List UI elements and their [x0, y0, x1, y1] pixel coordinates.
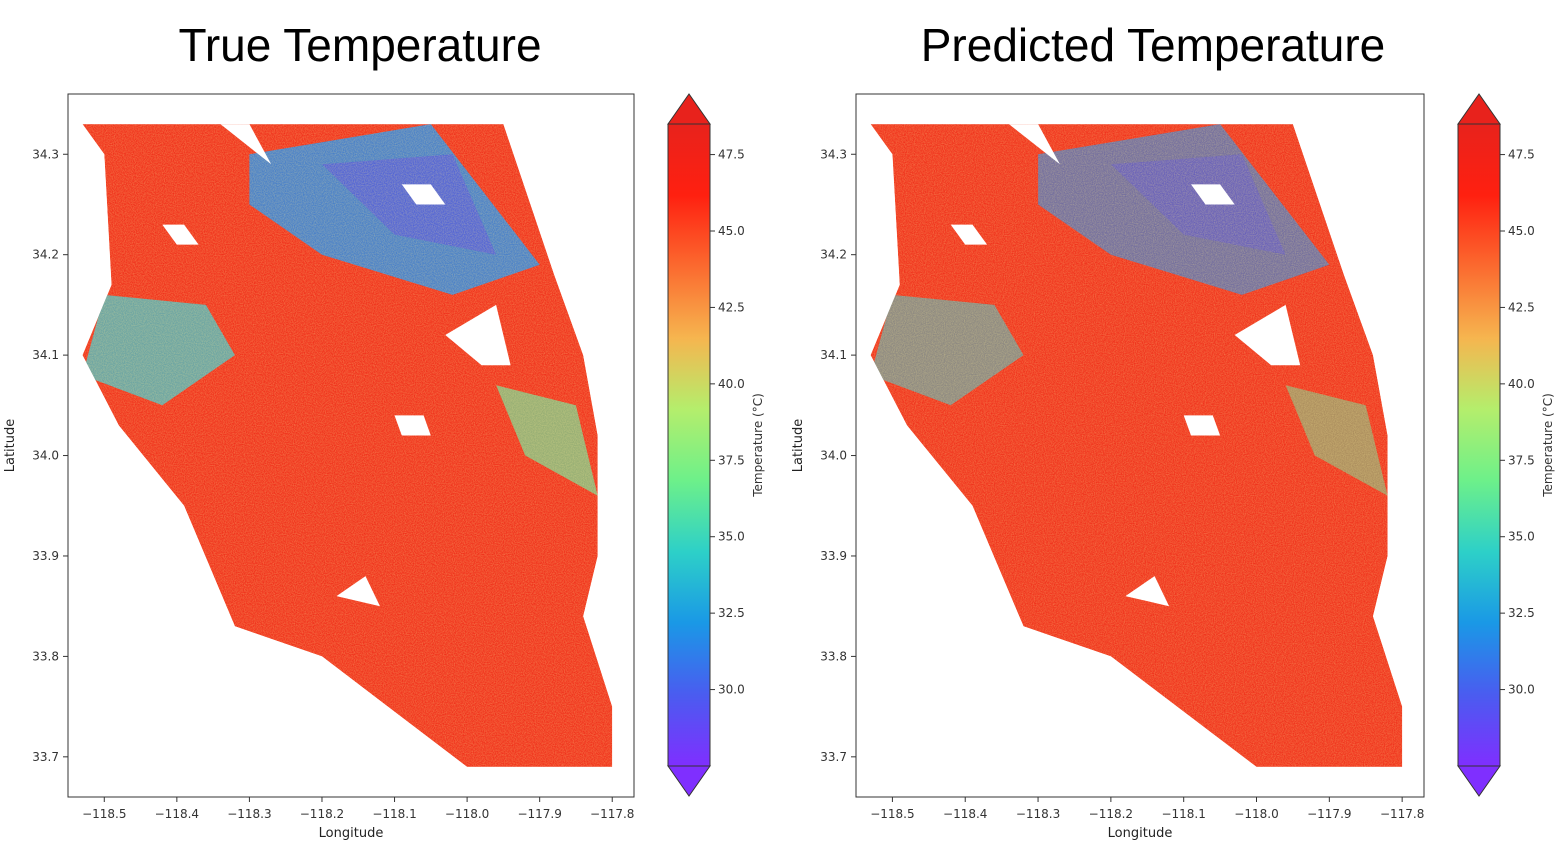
colorbar-tick-label: 47.5 [718, 148, 745, 162]
colorbar [1457, 123, 1501, 767]
no-data-patch [1125, 576, 1170, 607]
x-tick-label: −118.0 [1234, 807, 1278, 821]
no-data-patch [220, 124, 272, 165]
no-data-patch [1191, 184, 1235, 205]
colorbar-extend-min [1457, 765, 1501, 797]
y-tick-label: 34.0 [820, 449, 847, 463]
colorbar-tick-label: 42.5 [718, 300, 745, 314]
no-data-patch [1234, 304, 1301, 366]
chart-title-true: True Temperature [178, 19, 542, 71]
colorbar-tick-label: 40.0 [1508, 377, 1535, 391]
y-tick-label: 34.3 [32, 147, 59, 161]
x-tick-label: −118.3 [1016, 807, 1060, 821]
x-tick-label: −117.9 [1307, 807, 1351, 821]
colorbar-tick-label: 37.5 [1508, 453, 1535, 467]
no-data-patch [445, 304, 511, 366]
x-tick-label: −118.2 [300, 807, 344, 821]
cool-zone [979, 666, 1046, 707]
y-tick-label: 34.0 [32, 449, 59, 463]
plot-frame [67, 93, 635, 798]
y-tick-label: 33.7 [32, 750, 59, 764]
x-tick-label: −117.8 [590, 807, 634, 821]
colorbar-extend-min [667, 765, 711, 797]
colorbar-tick-label: 47.5 [1508, 148, 1535, 162]
y-tick-label: 34.2 [820, 248, 847, 262]
colorbar [667, 123, 711, 767]
y-tick-label: 34.1 [32, 348, 59, 362]
plot-frame [855, 93, 1425, 798]
y-tick-label: 33.7 [820, 750, 847, 764]
y-tick-label: 34.3 [820, 147, 847, 161]
colorbar-tick-label: 32.5 [1508, 606, 1535, 620]
colorbar-tick-label: 35.0 [718, 530, 745, 544]
colorbar-label: Temperature (°C) [751, 393, 765, 498]
y-axis-label: Latitude [791, 419, 806, 473]
colorbar-extend-max [1457, 93, 1501, 125]
colorbar-tick-label: 37.5 [718, 453, 745, 467]
x-tick-label: −118.2 [1089, 807, 1133, 821]
y-axis-label: Latitude [3, 419, 18, 473]
colorbar-tick-label: 30.0 [1508, 683, 1535, 697]
x-tick-label: −118.3 [227, 807, 271, 821]
y-tick-label: 33.8 [820, 649, 847, 663]
y-tick-label: 34.2 [32, 248, 59, 262]
colorbar-tick-label: 45.0 [1508, 224, 1535, 238]
x-tick-label: −117.9 [517, 807, 561, 821]
no-data-patch [950, 224, 988, 245]
temperature-map [870, 124, 1403, 767]
no-data-patch [162, 224, 199, 245]
colorbar-tick-label: 35.0 [1508, 530, 1535, 544]
no-data-patch [336, 576, 380, 607]
no-data-patch [394, 415, 431, 436]
map-texture [870, 124, 1403, 767]
no-data-patch [1016, 636, 1060, 677]
x-tick-label: −118.1 [1161, 807, 1205, 821]
colorbar-tick-label: 32.5 [718, 606, 745, 620]
y-tick-label: 33.9 [32, 549, 59, 563]
colorbar-tick-label: 42.5 [1508, 300, 1535, 314]
colorbar-tick-label: 30.0 [718, 683, 745, 697]
true-temperature-panel: −118.5 −118.4 −118.3 −118.2 −118.1 −118.0 −117… [3, 93, 765, 841]
y-tick-label: 33.8 [32, 649, 59, 663]
x-tick-label: −118.4 [155, 807, 199, 821]
no-data-patch [401, 184, 446, 205]
x-tick-label: −118.5 [870, 807, 914, 821]
colorbar-tick-label: 45.0 [718, 224, 745, 238]
x-tick-label: −118.1 [372, 807, 416, 821]
x-tick-label: −118.0 [445, 807, 489, 821]
x-tick-label: −118.5 [82, 807, 126, 821]
y-tick-label: 34.1 [820, 348, 847, 362]
x-tick-label: −117.8 [1380, 807, 1424, 821]
x-axis-label: Longitude [319, 826, 384, 841]
chart-title-predicted: Predicted Temperature [920, 19, 1386, 71]
x-axis-label: Longitude [1108, 826, 1173, 841]
no-data-patch [1183, 415, 1221, 436]
x-tick-label: −118.4 [943, 807, 987, 821]
no-data-patch [1008, 124, 1060, 165]
colorbar-tick-label: 40.0 [718, 377, 745, 391]
colorbar-label: Temperature (°C) [1541, 393, 1555, 498]
y-tick-label: 33.9 [820, 549, 847, 563]
